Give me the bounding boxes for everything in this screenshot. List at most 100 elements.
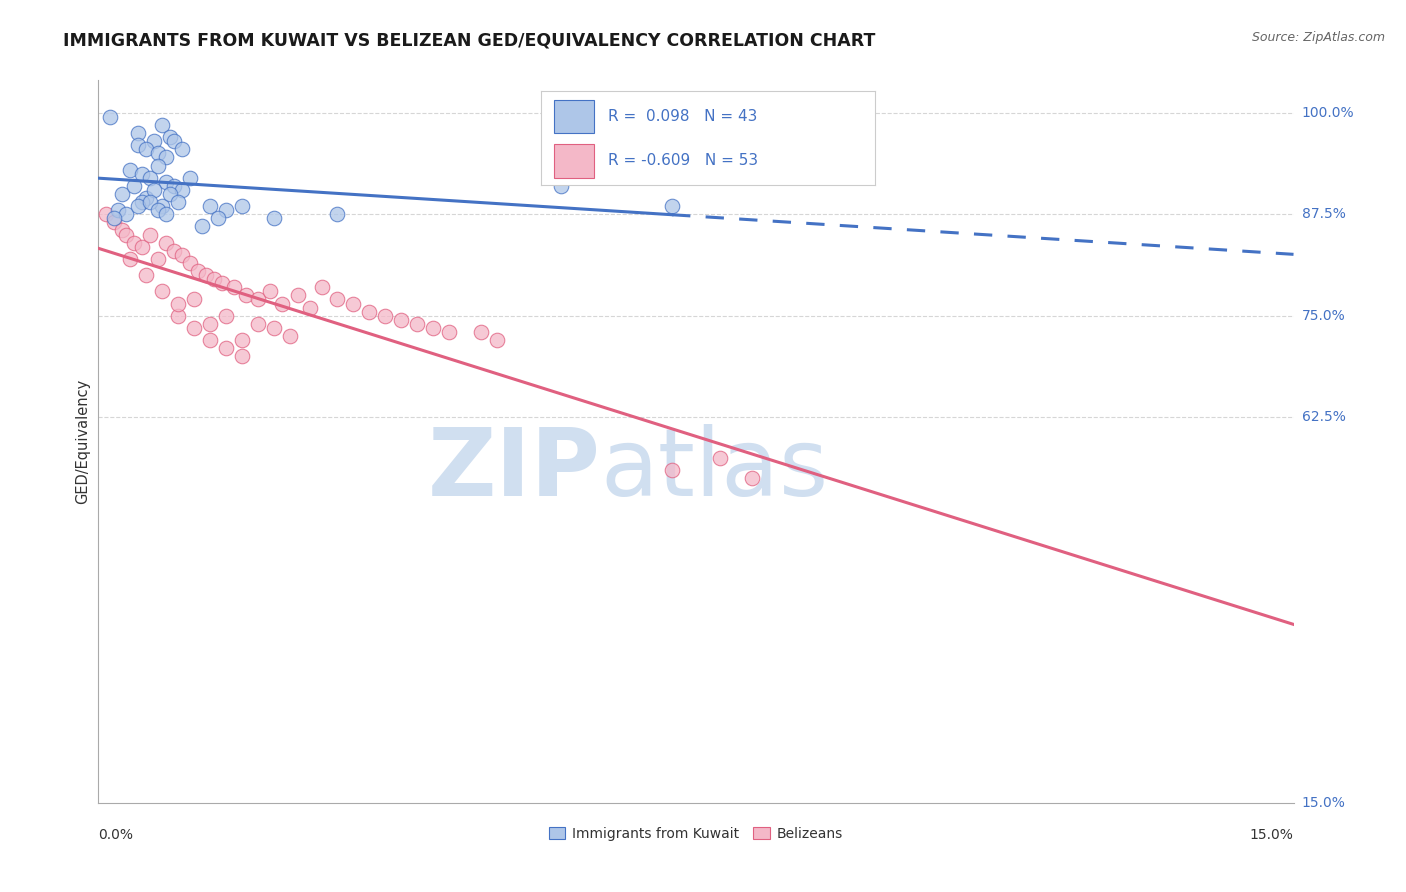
Point <box>159 130 181 145</box>
Point <box>359 304 381 318</box>
Point <box>127 199 149 213</box>
Point <box>222 280 245 294</box>
Point <box>231 199 253 213</box>
Point <box>741 471 763 485</box>
Point <box>215 309 238 323</box>
Point <box>155 175 177 189</box>
Point <box>231 333 253 347</box>
Point <box>195 268 218 282</box>
Point <box>148 203 170 218</box>
Point <box>135 268 157 282</box>
Point <box>278 329 301 343</box>
Point <box>124 235 146 250</box>
Point <box>231 349 253 363</box>
Point <box>167 296 190 310</box>
Point <box>246 293 269 307</box>
Text: ZIP: ZIP <box>427 425 600 516</box>
Point <box>342 296 364 310</box>
Text: 87.5%: 87.5% <box>1302 207 1346 221</box>
Point <box>115 227 138 242</box>
Point <box>311 280 333 294</box>
Point <box>155 207 177 221</box>
Point <box>143 183 166 197</box>
Point <box>148 252 170 266</box>
Text: 0.0%: 0.0% <box>98 828 134 842</box>
Point <box>259 285 281 299</box>
Point <box>270 296 292 310</box>
Point <box>135 142 157 156</box>
Text: IMMIGRANTS FROM KUWAIT VS BELIZEAN GED/EQUIVALENCY CORRELATION CHART: IMMIGRANTS FROM KUWAIT VS BELIZEAN GED/E… <box>63 31 876 49</box>
Point <box>103 211 125 226</box>
Point <box>550 178 572 193</box>
Point <box>215 341 238 355</box>
Point <box>661 463 683 477</box>
Point <box>139 195 162 210</box>
Point <box>127 126 149 140</box>
Point <box>163 134 186 148</box>
Point <box>374 309 396 323</box>
Point <box>422 321 444 335</box>
Point <box>326 293 349 307</box>
Point <box>437 325 460 339</box>
Point <box>172 183 194 197</box>
Point <box>131 167 153 181</box>
Point <box>183 321 205 335</box>
Point <box>191 219 214 234</box>
Point <box>139 170 162 185</box>
Point <box>207 211 229 226</box>
Text: atlas: atlas <box>600 425 828 516</box>
Point <box>139 227 162 242</box>
Point <box>103 215 125 229</box>
Point <box>263 211 285 226</box>
Point <box>107 203 129 218</box>
Text: 15.0%: 15.0% <box>1302 796 1346 810</box>
Point <box>298 301 321 315</box>
Point <box>163 244 186 258</box>
Point <box>150 118 173 132</box>
Point <box>150 285 173 299</box>
Text: 15.0%: 15.0% <box>1250 828 1294 842</box>
Point <box>167 195 190 210</box>
Text: 75.0%: 75.0% <box>1302 309 1346 323</box>
Point <box>326 207 349 221</box>
Point <box>172 248 194 262</box>
Point <box>202 272 225 286</box>
Legend: Immigrants from Kuwait, Belizeans: Immigrants from Kuwait, Belizeans <box>543 822 849 847</box>
Point <box>120 162 142 177</box>
Point <box>172 142 194 156</box>
Point <box>111 223 134 237</box>
Point <box>179 170 201 185</box>
Text: Source: ZipAtlas.com: Source: ZipAtlas.com <box>1251 31 1385 45</box>
Text: 62.5%: 62.5% <box>1302 410 1346 425</box>
Point <box>389 312 412 326</box>
Point <box>183 293 205 307</box>
Point <box>709 450 731 465</box>
Point <box>198 199 221 213</box>
Text: 100.0%: 100.0% <box>1302 106 1354 120</box>
Point <box>198 317 221 331</box>
Point <box>148 159 170 173</box>
Point <box>198 333 221 347</box>
Point <box>287 288 309 302</box>
Point <box>661 199 683 213</box>
Point <box>120 252 142 266</box>
Point <box>115 207 138 221</box>
Point <box>470 325 492 339</box>
Point <box>135 191 157 205</box>
Point <box>215 203 238 218</box>
Point <box>98 110 122 124</box>
Point <box>179 256 201 270</box>
Point <box>150 199 173 213</box>
Point <box>485 333 508 347</box>
Point <box>406 317 429 331</box>
Point <box>155 235 177 250</box>
Point <box>96 207 118 221</box>
Point <box>111 186 134 201</box>
Point <box>143 134 166 148</box>
Point <box>155 150 177 164</box>
Point <box>124 178 146 193</box>
Point <box>148 146 170 161</box>
Point <box>163 178 186 193</box>
Point <box>159 186 181 201</box>
Point <box>235 288 257 302</box>
